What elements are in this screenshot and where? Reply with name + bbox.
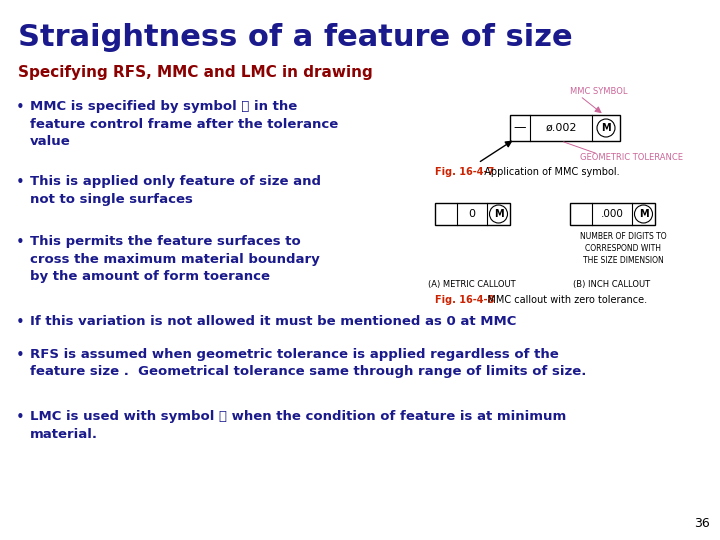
Text: Fig. 16-4-8: Fig. 16-4-8 [435,295,495,305]
Text: Application of MMC symbol.: Application of MMC symbol. [478,167,620,177]
Text: •: • [16,315,24,330]
Circle shape [597,119,615,137]
Text: •: • [16,410,24,425]
Text: MMC SYMBOL: MMC SYMBOL [570,87,628,97]
Text: If this variation is not allowed it must be mentioned as 0 at MMC: If this variation is not allowed it must… [30,315,516,328]
Text: —: — [514,122,526,134]
Bar [510,115,620,141]
Text: (A) METRIC CALLOUT: (A) METRIC CALLOUT [428,280,516,288]
Text: M: M [601,123,611,133]
Text: Straightness of a feature of size: Straightness of a feature of size [18,24,572,52]
Text: LMC is used with symbol Ⓛ when the condition of feature is at minimum
material.: LMC is used with symbol Ⓛ when the condi… [30,410,566,441]
Text: RFS is assumed when geometric tolerance is applied regardless of the
feature siz: RFS is assumed when geometric tolerance … [30,348,586,379]
Text: ø.002: ø.002 [545,123,577,133]
Text: MMC callout with zero tolerance.: MMC callout with zero tolerance. [478,295,647,305]
Text: This is applied only feature of size and
not to single surfaces: This is applied only feature of size and… [30,175,321,206]
Text: •: • [16,235,24,250]
Text: GEOMETRIC TOLERANCE: GEOMETRIC TOLERANCE [580,153,683,163]
Text: NUMBER OF DIGITS TO
CORRESPOND WITH
THE SIZE DIMENSION: NUMBER OF DIGITS TO CORRESPOND WITH THE … [580,232,666,265]
Bar [435,203,510,225]
Text: •: • [16,175,24,190]
Text: .000: .000 [600,209,624,219]
Text: •: • [16,100,24,115]
Text: MMC is specified by symbol Ⓜ in the
feature control frame after the tolerance
va: MMC is specified by symbol Ⓜ in the feat… [30,100,338,148]
Circle shape [634,205,652,223]
Circle shape [490,205,508,223]
Text: This permits the feature surfaces to
cross the maximum material boundary
by the : This permits the feature surfaces to cro… [30,235,320,283]
Text: M: M [494,209,503,219]
Text: 36: 36 [694,517,710,530]
Text: M: M [639,209,648,219]
Text: (B) INCH CALLOUT: (B) INCH CALLOUT [573,280,651,288]
Text: Fig. 16-4-7: Fig. 16-4-7 [435,167,494,177]
Text: •: • [16,348,24,363]
Text: Specifying RFS, MMC and LMC in drawing: Specifying RFS, MMC and LMC in drawing [18,64,373,79]
Bar [570,203,655,225]
Text: 0: 0 [469,209,475,219]
